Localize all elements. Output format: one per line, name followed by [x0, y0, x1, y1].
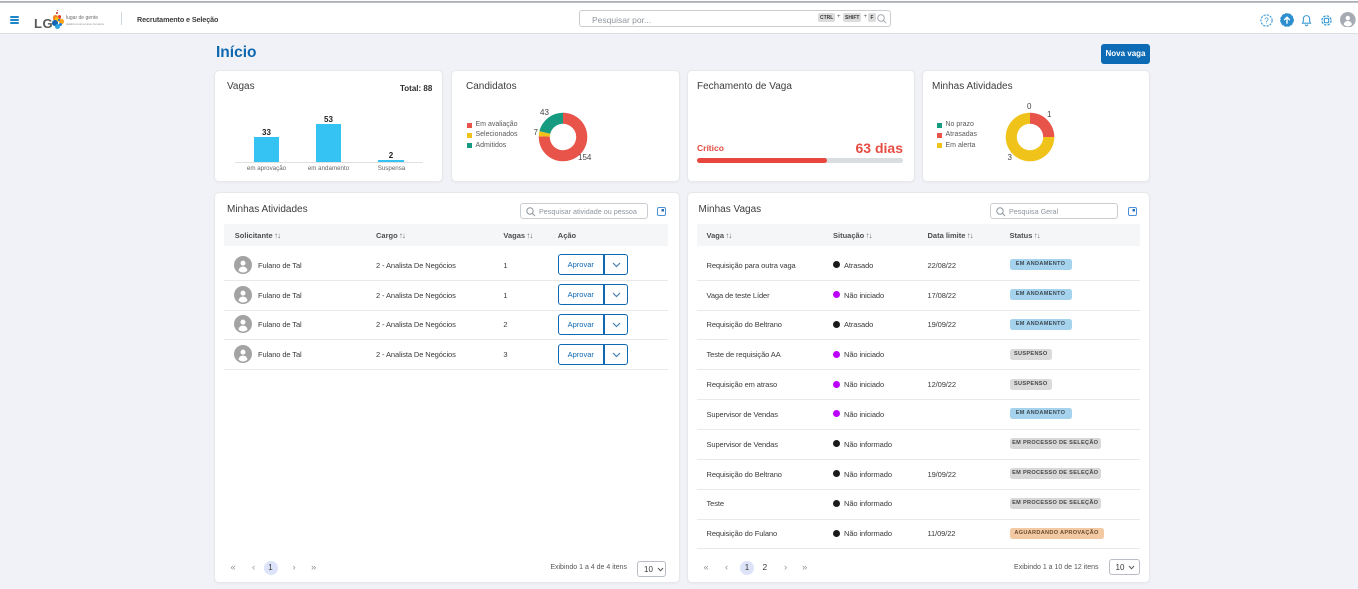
svg-text:?: ? [1264, 16, 1269, 25]
